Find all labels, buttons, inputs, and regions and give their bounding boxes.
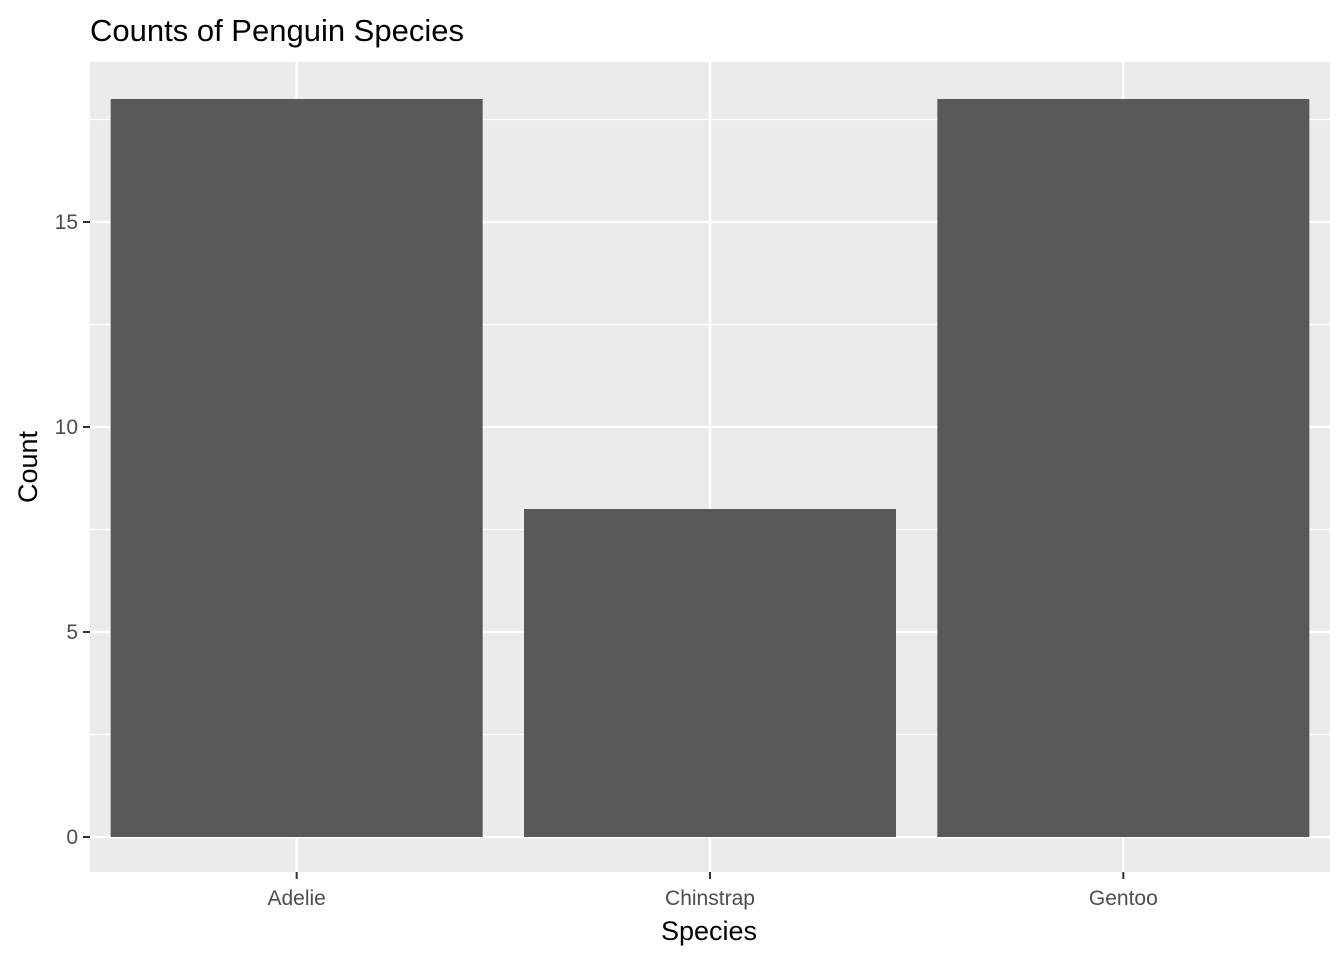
y-tick-label: 0 [66, 826, 78, 849]
y-tick-label: 10 [55, 416, 78, 439]
y-axis-title: Count [13, 430, 43, 503]
x-axis: Adelie Chinstrap Gentoo [267, 872, 1158, 910]
y-tick-label: 5 [66, 621, 78, 644]
bar-gentoo [937, 99, 1310, 837]
x-tick-label: Adelie [267, 887, 325, 910]
bar-adelie [110, 99, 483, 837]
x-tick-label: Chinstrap [665, 887, 755, 910]
x-axis-title: Species [661, 916, 757, 946]
y-tick-label: 15 [55, 211, 78, 234]
bar-chinstrap [524, 509, 896, 837]
x-tick-label: Gentoo [1089, 887, 1158, 910]
y-axis: 0 5 10 15 [55, 211, 90, 849]
bars [110, 99, 1310, 837]
chart-title: Counts of Penguin Species [90, 13, 464, 48]
